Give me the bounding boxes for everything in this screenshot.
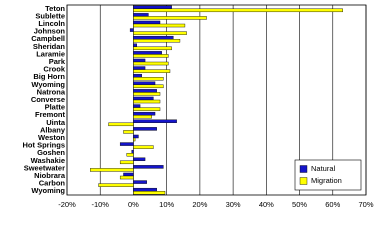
y-tick-label: Sweetwater <box>24 163 65 172</box>
bar <box>133 20 161 25</box>
bar <box>133 39 181 43</box>
bar <box>133 145 154 149</box>
bar <box>133 73 142 78</box>
y-tick-label: Natrona <box>37 87 66 96</box>
bar <box>133 180 147 184</box>
bar <box>119 142 134 146</box>
bar <box>90 168 134 172</box>
y-tick-label: Teton <box>45 4 65 13</box>
x-tick-label: 30% <box>226 200 241 209</box>
bar <box>108 122 134 127</box>
bar <box>133 66 146 70</box>
bar <box>133 134 139 139</box>
x-tick-label: 50% <box>292 200 307 209</box>
y-tick-label: Washakie <box>31 156 65 165</box>
bar <box>133 61 169 66</box>
bar <box>133 96 154 101</box>
y-tick-label: Sheridan <box>33 42 66 51</box>
bar <box>133 137 136 142</box>
bar <box>133 23 186 28</box>
bar <box>133 43 137 47</box>
bar <box>133 69 171 73</box>
y-tick-label: Albany <box>40 125 66 134</box>
legend-swatch <box>299 177 308 185</box>
bar <box>133 99 161 104</box>
y-tick-label: Wyoming <box>31 186 65 195</box>
chart: -20% -10% 0% 10% 20% 30% 40% 50% 60% 70% TetonSubl… <box>23 4 374 209</box>
bar <box>133 13 149 17</box>
legend-label: Migration <box>311 176 342 185</box>
bar <box>98 183 134 187</box>
y-tick-label: Campbell <box>31 34 65 43</box>
bar <box>133 35 174 40</box>
bar <box>119 175 134 180</box>
bar <box>133 114 152 119</box>
x-tick-label: 10% <box>159 200 174 209</box>
bar <box>129 28 134 32</box>
bar <box>133 76 164 81</box>
legend-swatch <box>299 165 308 173</box>
y-tick-label: Sublette <box>35 11 65 20</box>
y-tick-label: Converse <box>31 95 65 104</box>
bar <box>133 119 177 124</box>
bar <box>133 84 164 89</box>
bar <box>133 190 166 195</box>
x-tick-label: 70% <box>358 200 373 209</box>
bar <box>133 54 169 58</box>
bar <box>133 58 146 63</box>
y-tick-label: Platte <box>45 103 65 112</box>
bar <box>123 130 134 134</box>
y-tick-label: Hot Springs <box>23 141 66 150</box>
legend-box <box>294 159 362 191</box>
y-tick-label: Goshen <box>37 148 65 157</box>
bar <box>133 111 156 116</box>
legend-label: Natural <box>311 164 336 173</box>
bar <box>133 16 207 20</box>
x-tick-label: -10% <box>91 200 109 209</box>
y-tick-label: Laramie <box>36 49 65 58</box>
bar <box>133 31 187 35</box>
y-tick-label: Carbon <box>39 179 66 188</box>
bar <box>133 187 157 192</box>
y-tick-label: Weston <box>38 133 65 142</box>
y-tick-label: Lincoln <box>38 19 65 28</box>
y-tick-label: Park <box>49 57 66 66</box>
bar <box>133 51 162 55</box>
y-tick-label: Johnson <box>34 27 66 36</box>
bar <box>133 157 146 161</box>
bar <box>133 89 157 93</box>
bar <box>123 172 134 177</box>
bar <box>133 104 141 108</box>
y-tick-label: Uinta <box>46 118 66 127</box>
bar <box>133 165 164 169</box>
y-tick-label: Fremont <box>35 110 66 119</box>
bar <box>133 92 161 96</box>
y-tick-label: Wyoming <box>31 80 65 89</box>
bar <box>119 160 134 165</box>
x-tick-label: 20% <box>192 200 207 209</box>
bar <box>131 149 134 154</box>
bar <box>133 127 157 131</box>
bar <box>133 81 156 86</box>
bar <box>133 107 161 111</box>
bar <box>133 5 172 10</box>
y-tick-label: Crook <box>43 65 65 74</box>
y-tick-label: Niobrara <box>34 171 66 180</box>
x-tick-label: -20% <box>58 200 76 209</box>
bar <box>133 46 172 51</box>
x-tick-label: 0% <box>128 200 139 209</box>
bar <box>126 152 134 157</box>
x-tick-label: 60% <box>325 200 340 209</box>
y-tick-label: Big Horn <box>33 72 65 81</box>
bar <box>133 8 343 13</box>
x-tick-label: 40% <box>259 200 274 209</box>
